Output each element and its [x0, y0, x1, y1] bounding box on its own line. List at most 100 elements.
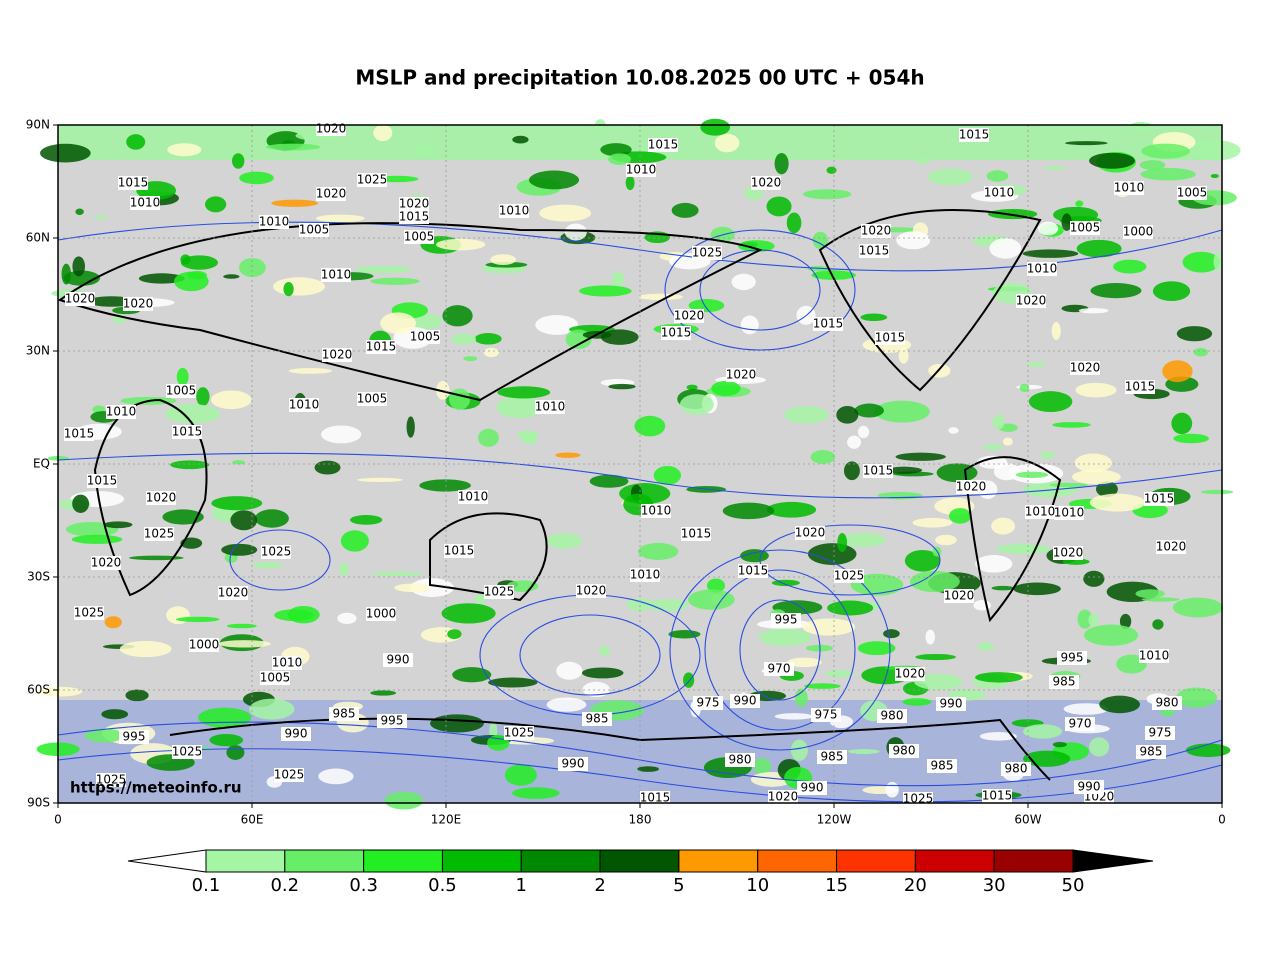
precip-cell: [847, 749, 880, 755]
isobar-label: 990: [387, 653, 410, 667]
isobar-label-bg: [641, 504, 671, 518]
isobar-label: 1015: [640, 791, 671, 805]
precip-cell: [825, 670, 854, 678]
colorbar-swatch: [520, 849, 601, 873]
precip-cell: [857, 425, 870, 439]
precip-cell: [1013, 582, 1061, 596]
isobar-label-bg: [74, 606, 104, 620]
isobar-label: 1015: [875, 331, 906, 345]
precip-cell: [463, 356, 478, 362]
precip-cell: [975, 555, 1013, 573]
isobar: [664, 229, 856, 351]
precip-cell: [1019, 383, 1030, 393]
isobar-label: 980: [893, 744, 916, 758]
precip-cell: [646, 599, 689, 612]
precip-cell: [827, 600, 874, 616]
isobar-label-bg: [558, 757, 588, 771]
precip-cell: [1191, 140, 1241, 161]
isobar-label: 1010: [984, 186, 1015, 200]
precip-cell: [914, 673, 963, 690]
precip-cell: [448, 388, 471, 410]
isobar-label: 1010: [641, 504, 672, 518]
isobar-label-bg: [357, 173, 387, 187]
isobar-label-bg: [172, 425, 202, 439]
precip-cell: [430, 714, 484, 733]
isobar-label: 970: [768, 662, 791, 676]
isobar-label: 1025: [903, 792, 934, 806]
isobar-label: 980: [1005, 762, 1028, 776]
isobar-label-bg: [726, 368, 756, 382]
isobar-label-bg: [444, 544, 474, 558]
isobar-label: 1020: [768, 790, 799, 804]
precip-cell: [254, 509, 289, 528]
isobar-label: 1010: [106, 405, 137, 419]
precip-cell: [209, 733, 244, 747]
lat-label: 90S: [27, 796, 50, 810]
precip-cell: [101, 709, 129, 720]
precip-cell: [996, 543, 1050, 555]
precip-cell: [810, 450, 836, 464]
precip-cell: [496, 396, 544, 419]
precip-cell: [211, 496, 263, 511]
precip-cell: [1002, 437, 1013, 446]
isobar-label-bg: [751, 176, 781, 190]
precip-cell: [837, 532, 848, 552]
isobar-label-bg: [166, 384, 196, 398]
precip-cell: [40, 143, 91, 163]
precip-cell: [238, 258, 266, 278]
isobar-label-bg: [458, 490, 488, 504]
lat-label: 60S: [27, 683, 50, 697]
precip-cell: [555, 452, 581, 458]
precip-cell: [983, 444, 1003, 451]
precip-cell: [598, 646, 611, 656]
isobar-label: 975: [815, 708, 838, 722]
precip-cell: [384, 791, 424, 810]
isobar-label-bg: [65, 292, 95, 306]
isobar-label: 1010: [1114, 181, 1145, 195]
isobar-label-bg: [834, 569, 864, 583]
precip-cell: [1152, 619, 1164, 630]
isobar-label: 1005: [166, 384, 197, 398]
precip-cell: [843, 461, 860, 481]
precip-cell: [71, 534, 123, 544]
precip-cell: [394, 583, 431, 593]
isobar-label: 1025: [357, 173, 388, 187]
isobar-label-bg: [1123, 225, 1153, 239]
precip-cell: [1119, 613, 1132, 629]
precip-cell: [104, 616, 122, 629]
precip-cell: [1176, 326, 1213, 342]
precip-cell: [271, 199, 319, 207]
precip-cell: [162, 509, 204, 525]
isobar-label-bg: [259, 215, 289, 229]
precip-cell: [638, 542, 679, 560]
isobar-label: 990: [285, 727, 308, 741]
precip-cell: [847, 435, 862, 449]
precip-cell: [252, 561, 283, 569]
isobar-label: 1020: [751, 176, 782, 190]
precip-cell: [625, 175, 635, 191]
precip-cell: [451, 333, 477, 345]
precip-cell: [634, 415, 666, 437]
precip-cell: [803, 189, 852, 200]
isobar-label: 1020: [316, 187, 347, 201]
isobar-label: 1025: [144, 527, 175, 541]
precip-cell: [1072, 469, 1121, 485]
isobar-label: 1015: [982, 789, 1013, 803]
isobar-label: 990: [940, 697, 963, 711]
precip-cell: [522, 433, 538, 445]
isobar-label: 1015: [661, 326, 692, 340]
isobar-label: 980: [1156, 696, 1179, 710]
precip-cell: [1193, 347, 1209, 357]
isobar-label-bg: [299, 223, 329, 237]
precip-cell: [925, 629, 936, 645]
precip-cell: [232, 460, 246, 465]
colorbar-swatch: [914, 849, 995, 873]
precip-cell: [1173, 433, 1209, 444]
isobar-label-bg: [383, 653, 413, 667]
precip-cell: [1022, 249, 1079, 258]
isobar-label: 1015: [399, 210, 430, 224]
precip-cell: [912, 517, 953, 528]
isobar-label-bg: [730, 694, 760, 708]
precip-cell: [314, 460, 341, 475]
